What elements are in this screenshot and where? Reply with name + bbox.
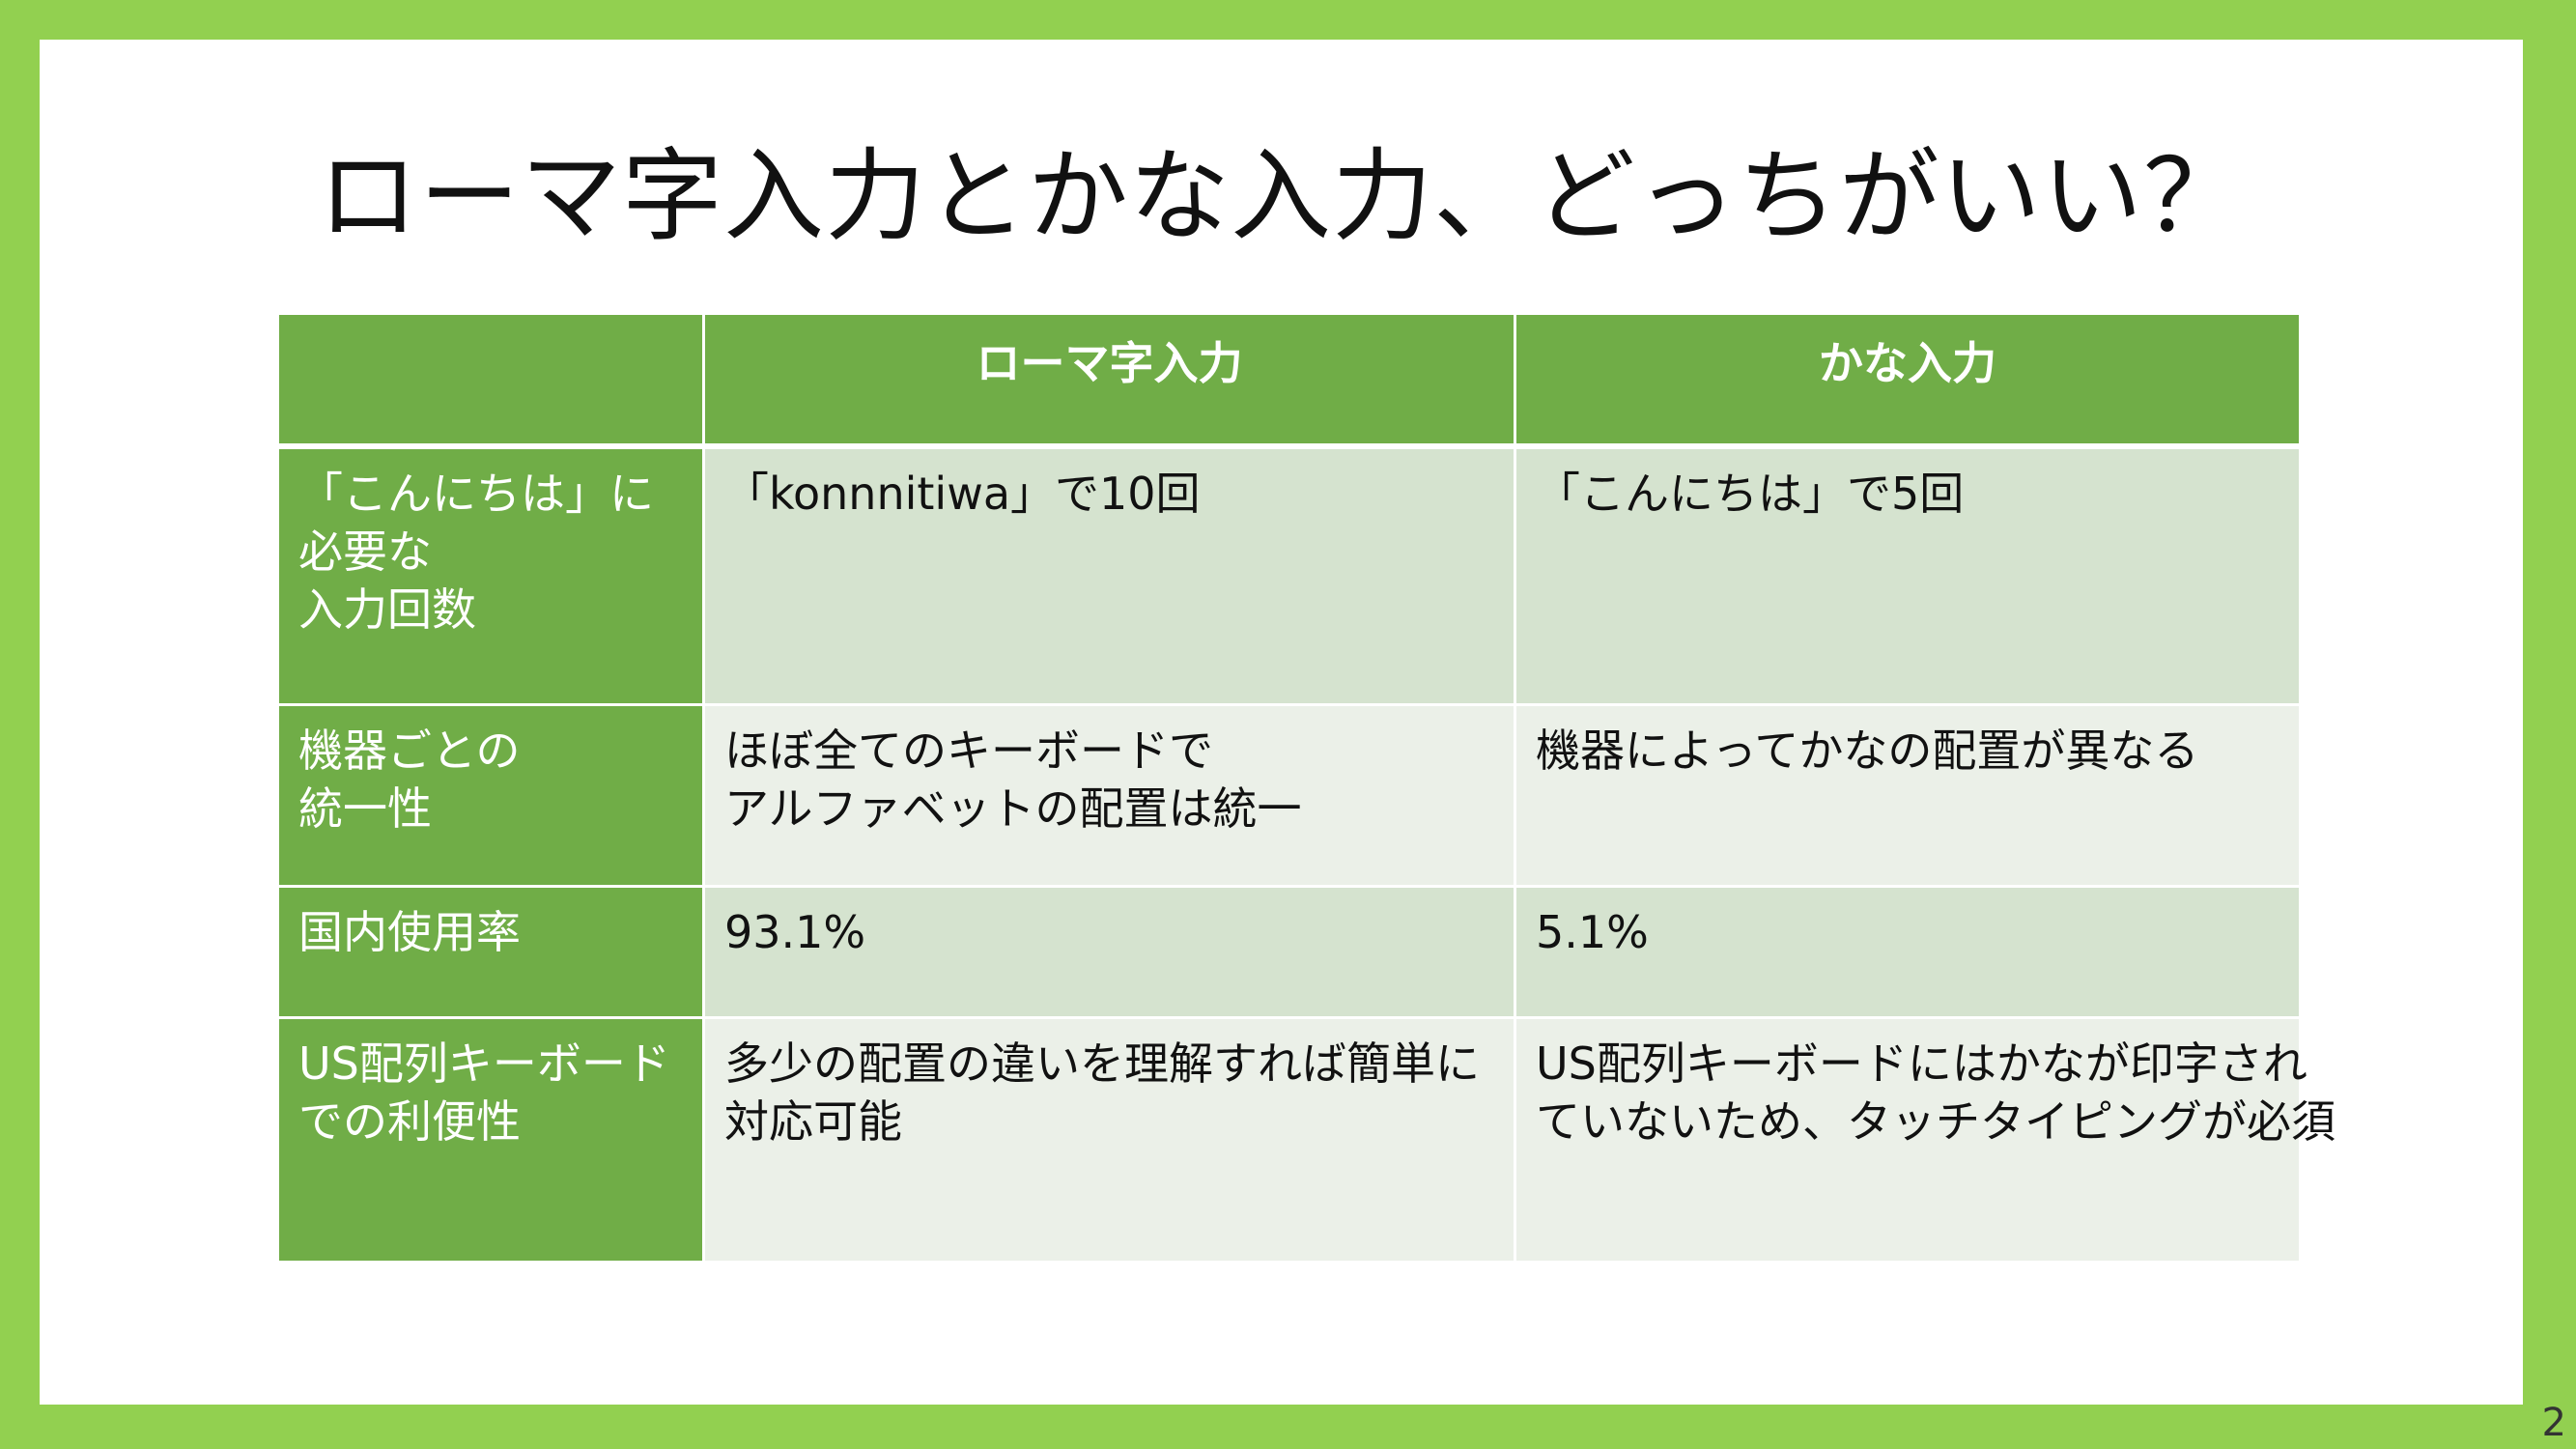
kana-cell: 「こんにちは」で5回 [1514,444,2302,706]
kana-cell-line: ていないため、タッチタイピングが必須 [1536,1095,2335,1148]
kana-cell-line: US配列キーボードにはかなが印字され [1536,1037,2307,1090]
romaji-cell-line: 多少の配置の違いを理解すれば簡単に [724,1037,1480,1090]
comparison-table: ローマ字入力 かな入力 「こんにちは」に 必要な 入力回数 「konnnitiw… [276,312,2335,1264]
romaji-cell-line: 対応可能 [724,1095,902,1148]
row-label: US配列キーボード での利便性 [276,1016,705,1264]
row-label: 国内使用率 [276,885,705,1019]
kana-cell-line: 5.1% [1536,906,1649,958]
row-label-line: US配列キーボード [298,1037,670,1090]
romaji-cell: 多少の配置の違いを理解すれば簡単に 対応可能 [702,1016,1516,1264]
romaji-cell-line: 93.1% [724,906,866,958]
row-label: 「こんにちは」に 必要な 入力回数 [276,444,705,706]
kana-cell: US配列キーボードにはかなが印字され ていないため、タッチタイピングが必須 [1514,1016,2335,1264]
header-cell-kana: かな入力 [1514,312,2302,449]
slide-content: ローマ字入力とかな入力、どっちがいい？ ローマ字入力 かな入力 「こんにちは」に… [40,40,2523,1405]
row-label-line: 必要な [298,525,432,578]
romaji-cell-line: 「konnnitiwa」で10回 [724,467,1201,520]
row-label-line: 機器ごとの [298,724,521,777]
romaji-cell-line: アルファベットの配置は統一 [724,782,1302,835]
romaji-cell: 93.1% [702,885,1516,1019]
table-row: 機器ごとの 統一性 ほぼ全てのキーボードで アルファベットの配置は統一 機器によ… [276,703,2302,888]
table-row: US配列キーボード での利便性 多少の配置の違いを理解すれば簡単に 対応可能 U… [276,1016,2335,1264]
table-header-row: ローマ字入力 かな入力 [276,312,2302,449]
kana-cell-line: 「こんにちは」で5回 [1536,467,1965,520]
row-label-line: での利便性 [298,1095,521,1148]
row-label: 機器ごとの 統一性 [276,703,705,888]
romaji-cell: 「konnnitiwa」で10回 [702,444,1516,706]
slide-title: ローマ字入力とかな入力、どっちがいい？ [317,137,2245,255]
table-row: 「こんにちは」に 必要な 入力回数 「konnnitiwa」で10回 「こんにち… [276,444,2302,706]
romaji-cell: ほぼ全てのキーボードで アルファベットの配置は統一 [702,703,1516,888]
row-label-line: 入力回数 [298,582,476,636]
table-row: 国内使用率 93.1% 5.1% [276,885,2302,1019]
row-label-line: 国内使用率 [298,906,521,958]
header-cell-romaji: ローマ字入力 [702,312,1516,449]
kana-cell: 5.1% [1514,885,2302,1019]
header-cell-empty [276,312,705,449]
romaji-cell-line: ほぼ全てのキーボードで [724,724,1213,777]
kana-cell: 機器によってかなの配置が異なる [1514,703,2302,888]
kana-cell-line: 機器によってかなの配置が異なる [1536,724,2199,777]
row-label-line: 「こんにちは」に [298,467,654,520]
row-label-line: 統一性 [298,782,432,835]
page-number: 2 [2541,1401,2566,1445]
